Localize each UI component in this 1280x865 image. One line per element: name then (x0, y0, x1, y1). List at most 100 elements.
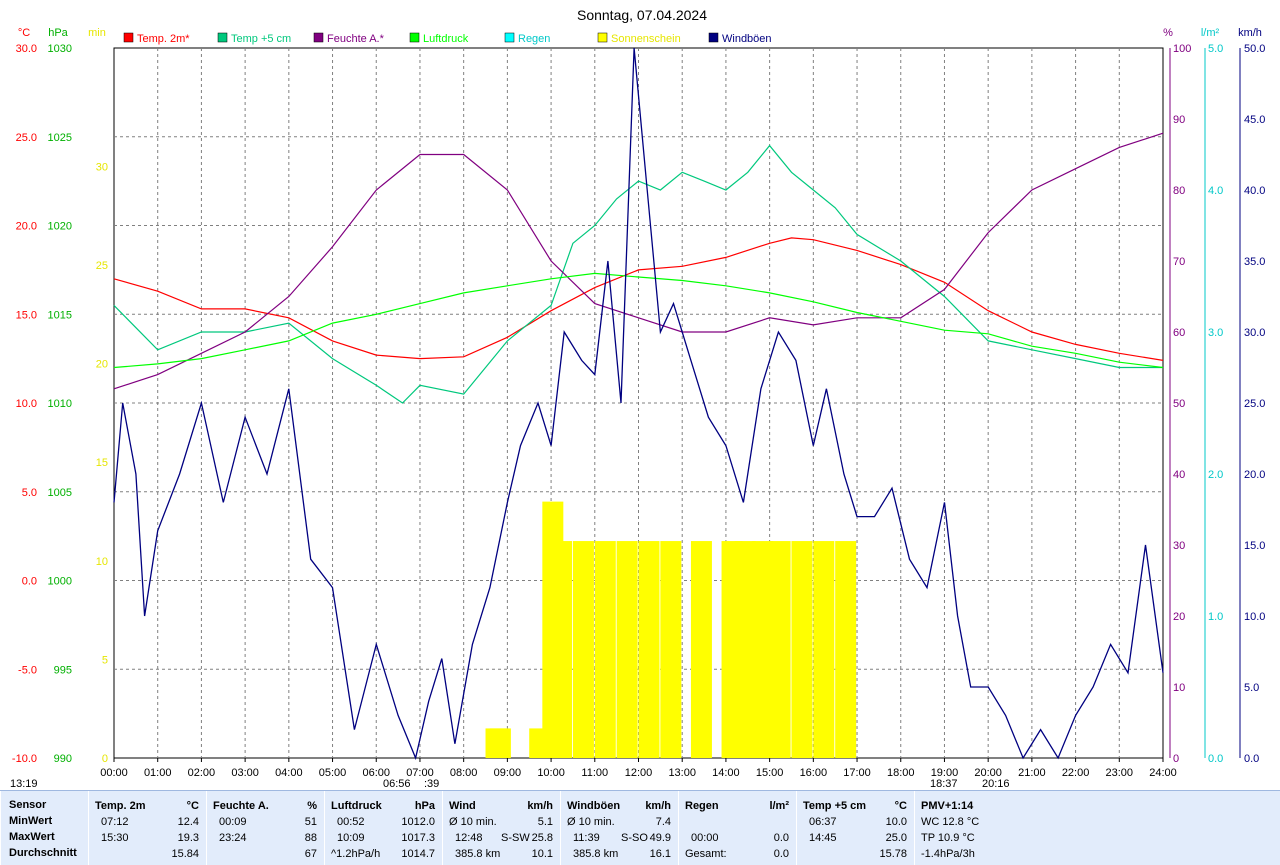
pmv-windchill: WC 12.8 °C (921, 816, 980, 828)
pressure-tick-label: 1000 (48, 576, 72, 588)
header-sensor: Sensor (9, 799, 47, 811)
unit-druck: hPa (414, 800, 435, 812)
legend: Temp. 2m* Temp +5 cm Feuchte A.* Luftdruck R… (123, 32, 772, 45)
series-line-luftdruck (113, 272, 1164, 369)
temp-tick-label: -5.0 (18, 664, 37, 676)
wind-tick-label: 35.0 (1244, 256, 1265, 268)
series-lines (113, 47, 1164, 761)
pressure-tick-label: 995 (54, 664, 72, 676)
unit-temp2m: °C (186, 800, 199, 812)
temp2m-min-value: 12.4 (177, 816, 199, 828)
legend-swatch (708, 32, 719, 43)
sunshine-bar (572, 541, 594, 758)
rain-tick-label: 2.0 (1208, 469, 1223, 481)
sunset-label: 20:16 (982, 778, 1010, 790)
time-tick-label: 18:00 (887, 767, 915, 779)
sun-tick-label: 10 (96, 556, 108, 568)
wind-tick-label: 45.0 (1244, 114, 1265, 126)
chart-title: Sonntag, 07.04.2024 (577, 7, 707, 23)
humidity-tick-label: 100 (1173, 43, 1191, 55)
temp5-min-value: 10.0 (885, 816, 907, 828)
sunshine-bar (594, 541, 616, 758)
time-tick-label: 10:00 (537, 767, 565, 779)
wind-distance: 385.8 km (455, 848, 501, 860)
pressure-tick-label: 1030 (48, 43, 72, 55)
sunshine-bar (489, 728, 511, 758)
time-tick-label: 19:00 (931, 767, 959, 779)
sun-tick-label: 25 (96, 260, 108, 272)
boeen-max-direction: S-SO (621, 832, 648, 844)
rain-tick-label: 4.0 (1208, 185, 1223, 197)
humidity-tick-label: 70 (1173, 256, 1185, 268)
sunshine-bar (660, 541, 682, 758)
pressure-tick-label: 1015 (48, 309, 72, 321)
sun-tick-label: 5 (102, 654, 108, 666)
time-markers: 13:19 06:56 :39 18:37 20:16 (10, 778, 1010, 790)
time-tick-label: 22:00 (1062, 767, 1090, 779)
sunshine-bar (769, 541, 791, 758)
time-tick-label: 16:00 (800, 767, 828, 779)
legend-swatch (123, 32, 134, 43)
rain-unit: l/m² (1201, 27, 1220, 39)
wind-tick-label: 50.0 (1244, 43, 1265, 55)
time-tick-label: 23:00 (1106, 767, 1134, 779)
sun-tick-label: 20 (96, 359, 108, 371)
wind-tick-label: 25.0 (1244, 398, 1265, 410)
regen-total-label: Gesamt: (685, 848, 727, 860)
left-marker-label: 13:19 (10, 778, 38, 790)
wind-unit: km/h (1238, 27, 1262, 39)
pressure-tick-label: 1025 (48, 132, 72, 144)
col-regen: Regen l/m² 00:00 0.0 Gesamt: 0.0 (678, 791, 797, 865)
druck-min-time: 00:52 (337, 816, 365, 828)
col-sensor: Sensor MinWert MaxWert Durchschnitt (0, 791, 89, 865)
wind-tick-label: 20.0 (1244, 469, 1265, 481)
legend-swatch (597, 32, 608, 43)
temp2m-min-time: 07:12 (101, 816, 129, 828)
axes: 30.025.020.015.010.05.00.0-5.0-10.010301… (12, 43, 1266, 779)
unit-feuchte: % (307, 800, 317, 812)
row-label-min: MinWert (9, 815, 53, 827)
sunshine-bar (791, 541, 813, 758)
wind-avg10-label: Ø 10 min. (449, 816, 497, 828)
row-label-avg: Durchschnitt (9, 847, 77, 859)
time-tick-label: 12:00 (625, 767, 653, 779)
statistics-table: Sensor MinWert MaxWert Durchschnitt Temp… (0, 790, 1280, 865)
legend-label: Temp. 2m* (137, 33, 190, 45)
wind-tick-label: 30.0 (1244, 327, 1265, 339)
druck-max-value: 1017.3 (401, 832, 435, 844)
temp-tick-label: 15.0 (16, 309, 37, 321)
col-feuchte: Feuchte A. % 00:09 51 23:24 88 67 (206, 791, 325, 865)
col-boeen: Windböen km/h Ø 10 min. 7.4 11:39 S-SO 4… (560, 791, 679, 865)
temp-tick-label: -10.0 (12, 753, 37, 765)
header-wind: Wind (449, 800, 476, 812)
time-tick-label: 17:00 (843, 767, 871, 779)
boeen-distance: 385.8 km (573, 848, 619, 860)
sun-tick-label: 0 (102, 753, 108, 765)
wind-avg10-value: 5.1 (537, 816, 553, 828)
header-regen: Regen (685, 800, 719, 812)
col-temp5: Temp +5 cm °C 06:37 10.0 14:45 25.0 15.7… (796, 791, 915, 865)
rain-tick-label: 0.0 (1208, 753, 1223, 765)
temp2m-max-time: 15:30 (101, 832, 129, 844)
time-tick-label: 03:00 (231, 767, 259, 779)
humidity-tick-label: 30 (1173, 540, 1185, 552)
time-tick-label: 15:00 (756, 767, 784, 779)
sunshine-bar (551, 541, 573, 758)
sunshine-bar (835, 541, 857, 758)
header-feuchte: Feuchte A. (213, 800, 269, 812)
druck-trend: ^1.2hPa/h (331, 848, 381, 860)
boeen-avg10-value: 7.4 (655, 816, 671, 828)
pmv-pressure-trend: -1.4hPa/3h (921, 848, 975, 860)
legend-label: Luftdruck (423, 33, 469, 45)
header-temp5: Temp +5 cm (803, 800, 867, 812)
series-line-temp-2m- (113, 237, 1164, 361)
feuchte-max-value: 88 (304, 832, 317, 844)
time-tick-label: 01:00 (144, 767, 172, 779)
moon-label: 18:37 (930, 778, 958, 790)
unit-regen: l/m² (769, 800, 789, 812)
sunshine-bar (734, 541, 756, 758)
wind-tick-label: 40.0 (1244, 185, 1265, 197)
legend-label: Regen (518, 33, 550, 45)
legend-swatch (409, 32, 420, 43)
wind-max-time: 12:48 (455, 832, 483, 844)
